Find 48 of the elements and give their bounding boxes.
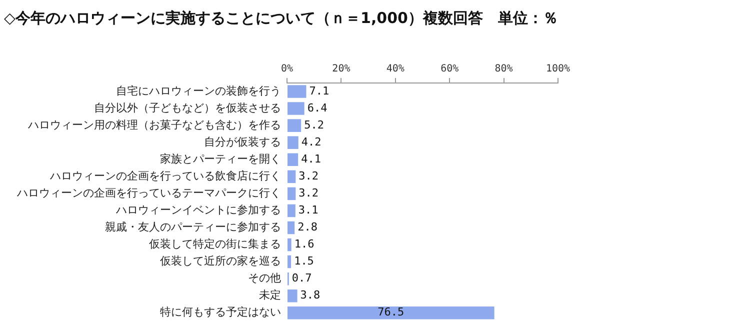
x-tick-label: 80% xyxy=(494,64,513,75)
x-tick-label: 0% xyxy=(280,64,294,75)
y-tick-label: 仮装して特定の街に集まる xyxy=(149,238,281,251)
bar xyxy=(288,136,298,149)
data-label: 3.2 xyxy=(298,170,319,183)
x-tick-label: 20% xyxy=(332,64,350,75)
y-tick-label: 家族とパーティーを開く xyxy=(160,152,281,166)
data-label: 1.5 xyxy=(294,254,314,268)
data-label: 1.6 xyxy=(294,238,314,251)
y-tick-label: 自宅にハロウィーンの装飾を行う xyxy=(116,84,281,98)
bar xyxy=(288,102,304,115)
bar xyxy=(288,255,292,268)
bar xyxy=(288,170,296,184)
y-tick-label: 未定 xyxy=(259,288,281,302)
data-label: 3.8 xyxy=(300,288,320,302)
data-label: 2.8 xyxy=(298,220,318,234)
y-tick-label: その他 xyxy=(248,272,281,285)
x-tick-label: 40% xyxy=(386,64,404,75)
data-label: 3.1 xyxy=(298,204,318,217)
data-label: 4.2 xyxy=(301,135,322,148)
data-label: 6.4 xyxy=(307,101,328,114)
bar xyxy=(288,306,494,320)
data-label: 76.5 xyxy=(378,306,404,319)
bar xyxy=(288,221,295,234)
y-tick-label: 親戚・友人のパーティーに参加する xyxy=(105,220,281,234)
chart-title: ◇今年のハロウィーンに実施することについて（ｎ＝1,000）複数回答 単位：％ xyxy=(4,8,558,27)
y-tick-label: 仮装して近所の家を巡る xyxy=(160,254,281,268)
bar xyxy=(288,238,292,252)
x-tick-label: 60% xyxy=(440,64,459,75)
y-tick-label: ハロウィーンイベントに参加する xyxy=(115,204,281,217)
bar xyxy=(288,204,296,218)
y-tick-label: 特に何もする予定はない xyxy=(160,306,281,319)
data-label: 7.1 xyxy=(309,84,330,98)
bar xyxy=(288,289,298,302)
bar xyxy=(288,85,306,98)
data-label: 0.7 xyxy=(292,272,312,285)
data-label: 4.1 xyxy=(301,152,321,166)
x-tick-label: 100% xyxy=(546,64,570,75)
bar xyxy=(288,119,302,132)
bar xyxy=(288,187,296,200)
y-tick-label: 自分以外（子どもなど）を仮装させる xyxy=(94,101,281,114)
y-tick-label: 自分が仮装する xyxy=(204,135,281,148)
data-label: 5.2 xyxy=(304,118,324,132)
data-label: 3.2 xyxy=(298,186,319,200)
y-tick-label: ハロウィーンの企画を行っている飲食店に行く xyxy=(49,170,281,183)
bar xyxy=(288,153,298,166)
y-tick-label: ハロウィーンの企画を行っているテーマパークに行く xyxy=(16,186,281,200)
y-tick-label: ハロウィーン用の料理（お菓子なども含む）を作る xyxy=(27,118,281,132)
